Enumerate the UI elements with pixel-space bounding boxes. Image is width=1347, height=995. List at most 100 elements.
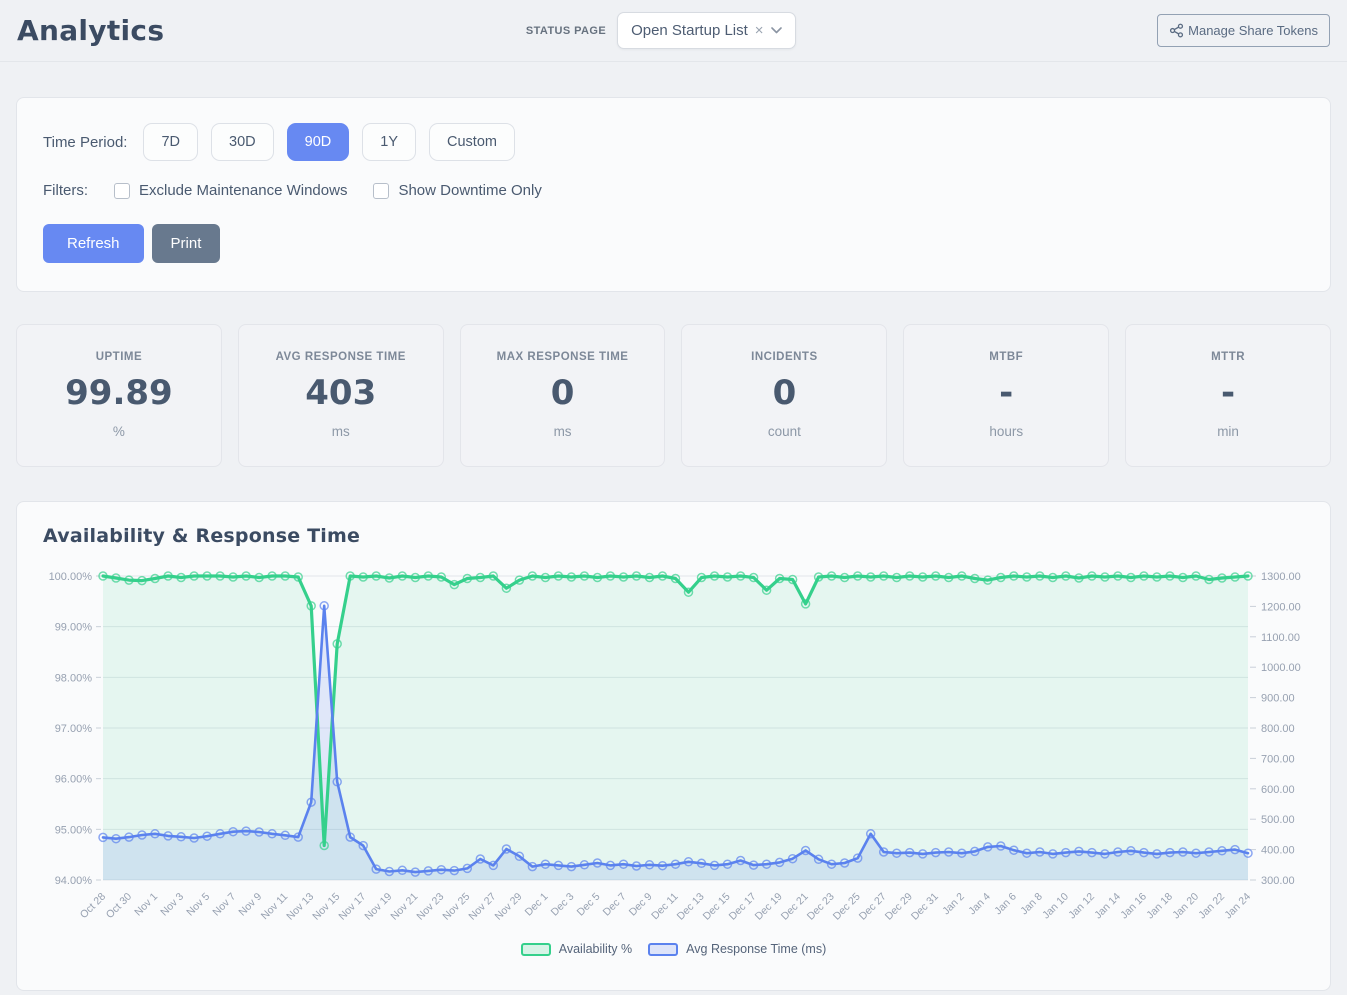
data-point-marker xyxy=(436,864,447,875)
stat-unit: % xyxy=(112,424,125,439)
data-point-marker xyxy=(501,583,512,593)
data-point-marker xyxy=(1035,571,1045,581)
show-downtime-checkbox[interactable]: Show Downtime Only xyxy=(373,182,542,199)
x-axis-label: Dec 31 xyxy=(909,891,941,923)
status-page-selector-group: STATUS PAGE Open Startup List × xyxy=(164,12,1157,49)
data-point-marker xyxy=(1087,847,1097,858)
stat-unit: hours xyxy=(989,424,1024,439)
availability-response-chart: 94.00% 95.00% 96.00% 97.00% 98.00% 99.00% 100.… xyxy=(49,571,1301,923)
data-point-marker xyxy=(540,572,551,583)
time-period-1y-button[interactable]: 1Y xyxy=(362,123,416,161)
data-point-marker xyxy=(904,571,915,581)
data-point-marker xyxy=(462,573,473,584)
x-axis-label: Nov 15 xyxy=(310,891,342,923)
data-point-marker xyxy=(462,863,473,874)
y-axis-label-left: 99.00% xyxy=(55,622,93,634)
data-point-marker xyxy=(1152,849,1162,859)
data-point-marker xyxy=(124,832,134,842)
stat-label: AVG RESPONSE TIME xyxy=(275,351,406,363)
stat-value: - xyxy=(999,373,1014,413)
data-point-marker xyxy=(215,571,225,581)
share-icon xyxy=(1169,23,1184,38)
data-point-marker xyxy=(1126,572,1136,583)
data-point-marker xyxy=(1009,571,1019,581)
data-point-marker xyxy=(1243,848,1253,858)
data-point-marker xyxy=(293,572,303,582)
data-point-marker xyxy=(1113,847,1123,857)
y-axis-label-left: 97.00% xyxy=(55,723,93,735)
x-axis-label: Nov 17 xyxy=(336,891,368,923)
data-point-marker xyxy=(592,572,603,583)
chevron-down-icon[interactable] xyxy=(770,27,782,34)
data-point-marker xyxy=(345,832,355,842)
y-axis-label-right: 700.00 xyxy=(1261,753,1295,765)
data-point-marker xyxy=(670,859,681,869)
y-axis-label-right: 900.00 xyxy=(1261,693,1295,705)
time-period-7d-button[interactable]: 7D xyxy=(143,123,199,161)
data-point-marker xyxy=(1126,846,1136,856)
stat-card-avg-response: AVG RESPONSE TIME 403 ms xyxy=(237,324,444,467)
y-axis-label-right: 1300.00 xyxy=(1261,571,1301,583)
manage-share-tokens-button[interactable]: Manage Share Tokens xyxy=(1157,14,1330,47)
data-point-marker xyxy=(423,571,434,581)
data-point-marker xyxy=(865,572,876,582)
data-point-marker xyxy=(1022,572,1032,582)
checkbox-icon[interactable] xyxy=(114,182,130,199)
availability-legend-label: Availability % xyxy=(558,942,633,956)
data-point-marker xyxy=(98,571,108,581)
exclude-maintenance-checkbox[interactable]: Exclude Maintenance Windows xyxy=(114,182,347,199)
y-axis-label-left: 95.00% xyxy=(55,824,93,836)
status-page-select-value: Open Startup List xyxy=(631,22,748,39)
clear-selection-icon[interactable]: × xyxy=(754,22,764,39)
refresh-button[interactable]: Refresh xyxy=(43,224,144,263)
x-axis-label: Jan 18 xyxy=(1144,891,1175,922)
data-point-marker xyxy=(150,829,160,839)
page-header: Analytics STATUS PAGE Open Startup List … xyxy=(0,0,1347,62)
data-point-marker xyxy=(566,861,577,872)
data-point-marker xyxy=(930,847,941,858)
data-point-marker xyxy=(501,844,512,854)
data-point-marker xyxy=(1100,572,1110,582)
x-axis-label: Jan 6 xyxy=(992,891,1019,918)
data-point-marker xyxy=(371,864,381,874)
data-point-marker xyxy=(683,857,694,867)
data-point-marker xyxy=(748,572,759,583)
data-point-marker xyxy=(254,827,264,837)
data-point-marker xyxy=(241,826,251,836)
data-point-marker xyxy=(488,571,499,581)
x-axis-label: Jan 14 xyxy=(1092,891,1123,922)
data-point-marker xyxy=(280,571,290,581)
data-point-marker xyxy=(1165,847,1175,858)
status-page-select[interactable]: Open Startup List × xyxy=(617,12,796,49)
data-point-marker xyxy=(970,846,980,857)
data-point-marker xyxy=(878,571,889,581)
data-point-marker xyxy=(735,855,746,866)
data-point-marker xyxy=(631,861,642,871)
time-period-custom-button[interactable]: Custom xyxy=(429,123,515,161)
data-point-marker xyxy=(917,849,928,859)
show-downtime-label: Show Downtime Only xyxy=(398,182,542,199)
data-point-marker xyxy=(618,572,629,582)
y-axis-label-right: 500.00 xyxy=(1261,814,1295,826)
data-point-marker xyxy=(267,571,277,581)
data-point-marker xyxy=(358,840,368,851)
data-point-marker xyxy=(1152,572,1162,582)
data-point-marker xyxy=(891,848,902,858)
checkbox-icon[interactable] xyxy=(373,182,390,199)
stat-card-mtbf: MTBF - hours xyxy=(903,324,1110,467)
data-point-marker xyxy=(189,571,199,581)
data-point-marker xyxy=(436,572,447,582)
y-axis-label-left: 100.00% xyxy=(49,571,93,583)
x-axis-label: Nov 1 xyxy=(132,891,160,919)
data-point-marker xyxy=(904,847,915,858)
data-point-marker xyxy=(878,847,889,857)
data-point-marker xyxy=(189,833,199,843)
data-point-marker xyxy=(384,573,395,583)
x-axis-label: Jan 12 xyxy=(1066,891,1097,922)
availability--area xyxy=(103,576,1248,880)
data-point-marker xyxy=(293,832,303,842)
print-button[interactable]: Print xyxy=(151,224,221,263)
time-period-90d-button[interactable]: 90D xyxy=(286,123,350,161)
x-axis-label: Dec 29 xyxy=(883,891,915,923)
time-period-30d-button[interactable]: 30D xyxy=(211,123,274,161)
